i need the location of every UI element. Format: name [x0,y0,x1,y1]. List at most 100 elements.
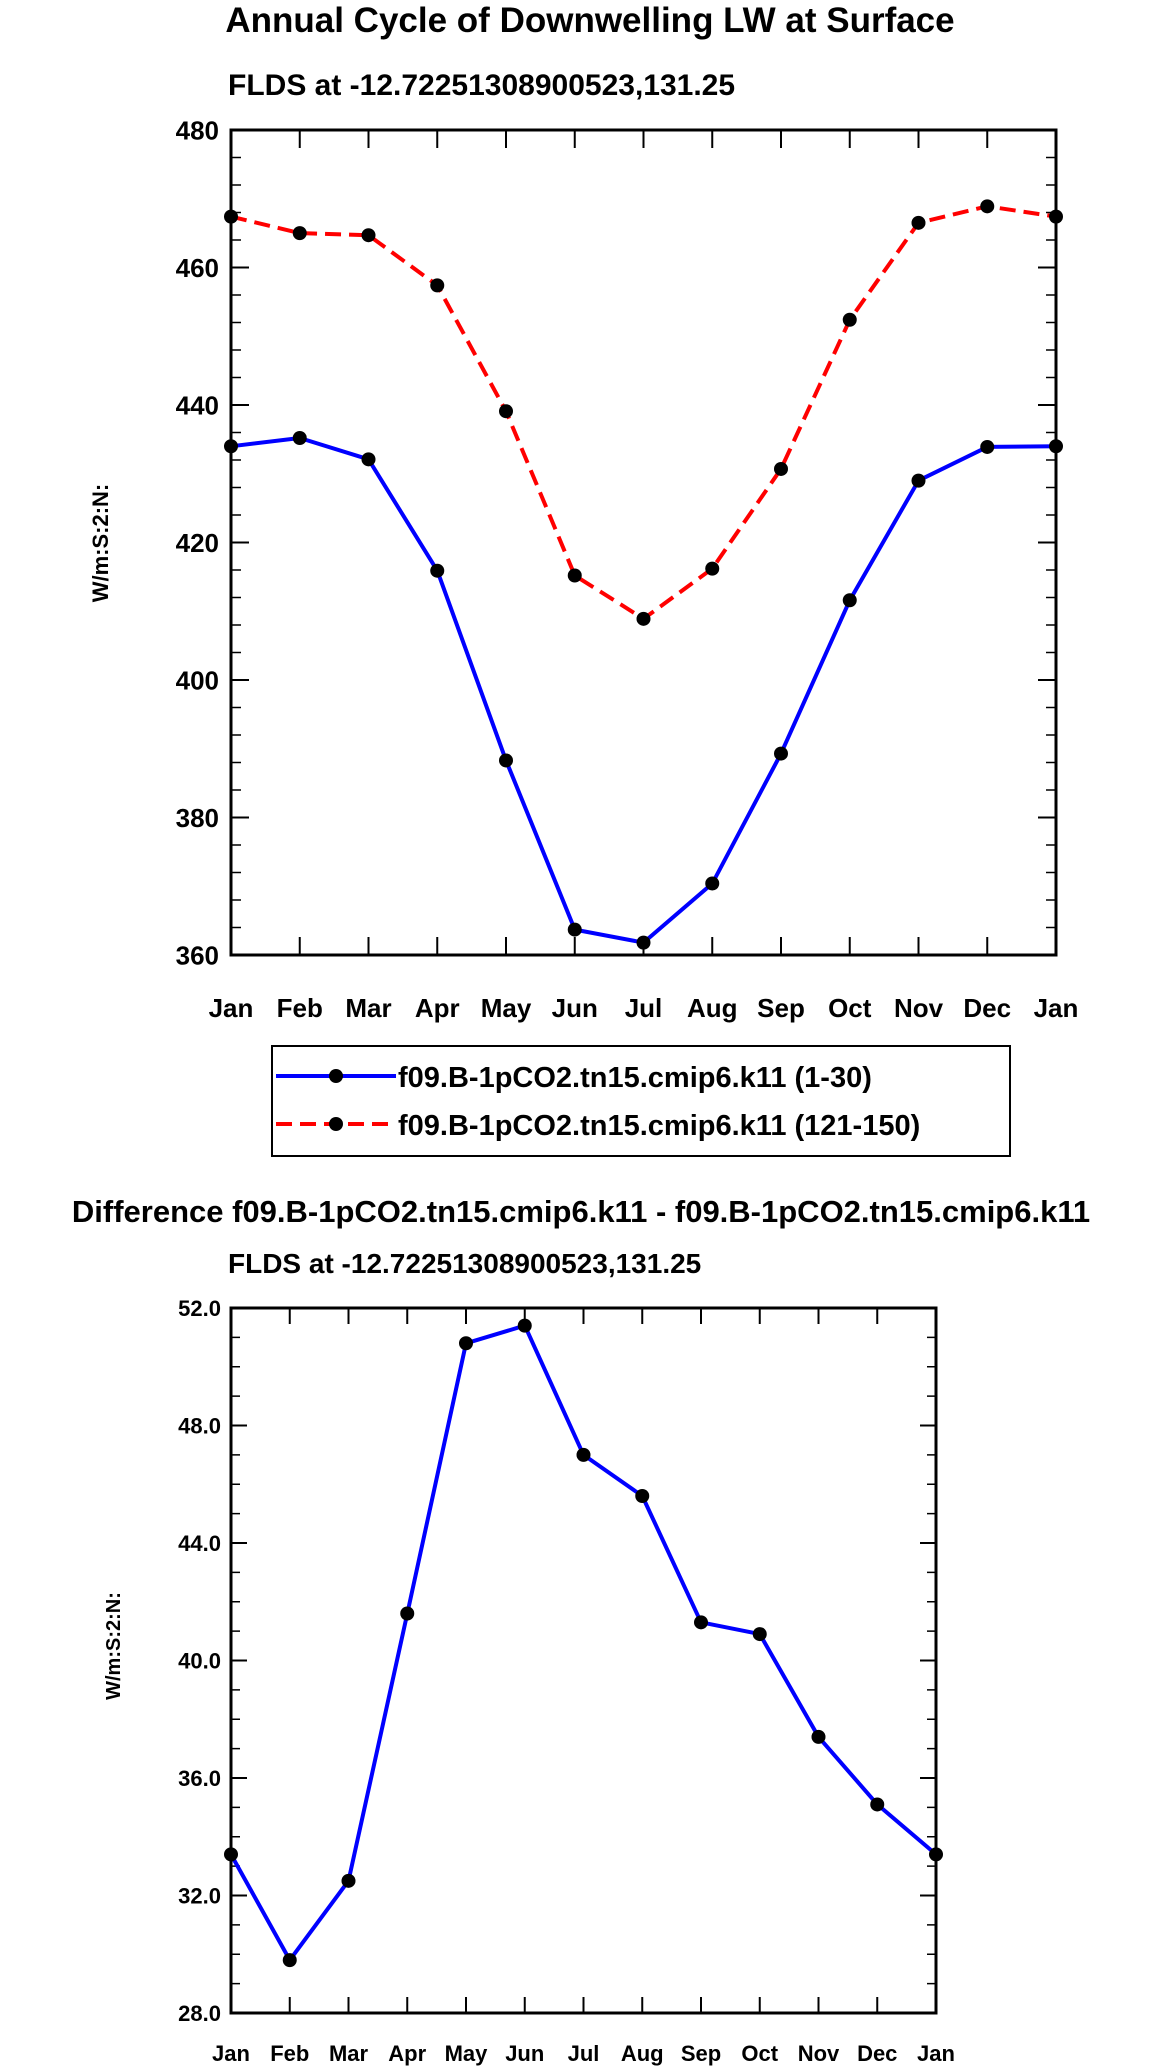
chart2-subtitle: FLDS at -12.72251308900523,131.25 [228,1248,701,1279]
x-tick-label: Jun [552,993,598,1023]
chart1-series-line-1 [230,436,1057,945]
x-tick-label: Jul [625,993,663,1023]
legend-marker-series2 [329,1117,343,1131]
chart1-series2-point [842,312,857,327]
x-tick-label: Apr [415,993,460,1023]
x-tick-label: Nov [798,2041,840,2066]
x-tick-label: Jun [505,2041,544,2066]
chart1-series1-point [636,935,651,950]
chart2-series1-point [576,1447,591,1462]
legend-label-series2: f09.B-1pCO2.tn15.cmip6.k11 (121-150) [398,1110,920,1142]
x-tick-label: Oct [828,993,872,1023]
x-tick-label: Nov [894,993,944,1023]
chart2-plot-frame [229,1306,938,2015]
chart1-series1-point [430,563,445,578]
chart1-series1-point [842,593,857,608]
difference-chart: Difference f09.B-1pCO2.tn15.cmip6.k11 - … [72,1194,1090,2066]
x-tick-label: Jan [212,2041,250,2066]
x-tick-label: Jan [917,2041,955,2066]
chart1-series2-point [636,611,651,626]
chart1-legend: f09.B-1pCO2.tn15.cmip6.k11 (1-30) f09.B-… [271,1045,1011,1157]
chart1-title: Annual Cycle of Downwelling LW at Surfac… [225,1,954,40]
chart1-series2-point [292,226,307,241]
y-tick-label: 380 [176,803,219,833]
chart2-series1-point [459,1336,473,1351]
chart1-series1-point [980,439,995,454]
y-tick-label: 480 [176,115,219,145]
y-tick-label: 440 [176,390,219,420]
chart1-series2-point [705,561,720,576]
chart2-series1-point [929,1847,943,1862]
y-tick-label: 52.0 [178,1296,221,1321]
x-tick-label: May [481,993,532,1023]
chart1-series2-point [224,209,238,224]
x-tick-label: Mar [329,2041,369,2066]
legend-label-series1: f09.B-1pCO2.tn15.cmip6.k11 (1-30) [398,1062,872,1094]
chart2-series1-point [400,1606,415,1621]
chart1-series1-point [1049,439,1063,454]
legend-marker-series1 [329,1069,343,1083]
x-tick-label: Feb [277,993,323,1023]
chart1-series-line-2 [230,204,1057,621]
chart2-series1-point [341,1873,356,1888]
chart1-series2-point [567,568,582,583]
y-tick-label: 28.0 [178,2001,221,2026]
chart1-series2-point [911,215,926,230]
y-tick-label: 32.0 [178,1883,221,1908]
y-tick-label: 36.0 [178,1766,221,1791]
chart2-series1-point [517,1318,532,1333]
x-tick-label: Aug [621,2041,664,2066]
chart1-series2-point [774,461,788,476]
y-tick-label: 420 [176,528,219,558]
chart2-series1-point [282,1953,297,1968]
chart1-ylabel: W/m:S:2:N: [88,484,113,603]
x-tick-label: Mar [345,993,391,1023]
x-tick-label: Jan [1034,993,1079,1023]
chart2-series1-point [870,1797,885,1812]
x-tick-label: Dec [857,2041,897,2066]
x-tick-label: Jul [568,2041,600,2066]
chart1-series2-point [499,404,513,419]
chart1-series1-point [567,922,582,937]
x-tick-label: Jan [209,993,254,1023]
chart1-axes: Jan Feb Mar Apr May Jun Jul Aug Sep Oct Nov Dec Jan 3… [176,115,1079,1023]
chart1-series2-point [430,278,445,293]
chart1-series2-point [1049,209,1063,224]
chart2-series1-point [694,1615,708,1630]
chart1-series1-point [774,746,788,761]
x-tick-label: Aug [687,993,738,1023]
x-tick-label: Apr [388,2041,426,2066]
legend-box [271,1045,1011,1157]
y-tick-label: 44.0 [178,1531,221,1556]
y-tick-label: 40.0 [178,1648,221,1673]
chart2-series1-point [224,1847,238,1862]
chart2-axes: Jan Feb Mar Apr May Jun Jul Aug Sep Oct Nov Dec Jan 2… [178,1296,955,2066]
chart1-series [224,199,1063,950]
y-tick-label: 360 [176,940,219,970]
x-tick-label: Sep [681,2041,721,2066]
chart2-title: Difference f09.B-1pCO2.tn15.cmip6.k11 - … [72,1194,1090,1229]
y-tick-label: 400 [176,665,219,695]
chart1-series1-point [224,439,238,454]
chart2-series1-point [811,1729,826,1744]
x-tick-label: Dec [963,993,1011,1023]
y-tick-label: 48.0 [178,1413,221,1438]
x-tick-label: Oct [741,2041,778,2066]
chart1-series1-point [705,876,720,891]
annual-cycle-chart: Annual Cycle of Downwelling LW at Surfac… [88,1,1079,1157]
chart1-subtitle: FLDS at -12.72251308900523,131.25 [228,69,735,102]
x-tick-label: Feb [270,2041,309,2066]
chart1-series2-point [980,199,995,214]
chart2-ylabel: W/m:S:2:N: [103,1592,125,1700]
chart2-series [224,1318,943,1968]
y-tick-label: 460 [176,253,219,283]
x-tick-label: May [445,2041,489,2066]
chart2-series1-point [752,1627,767,1642]
chart1-series2-point [361,228,376,243]
chart2-series1-point [635,1489,650,1503]
chart1-series1-point [499,753,513,768]
x-tick-label: Sep [757,993,805,1023]
chart1-series1-point [911,473,926,488]
chart2-series-line-1 [229,1323,938,1963]
